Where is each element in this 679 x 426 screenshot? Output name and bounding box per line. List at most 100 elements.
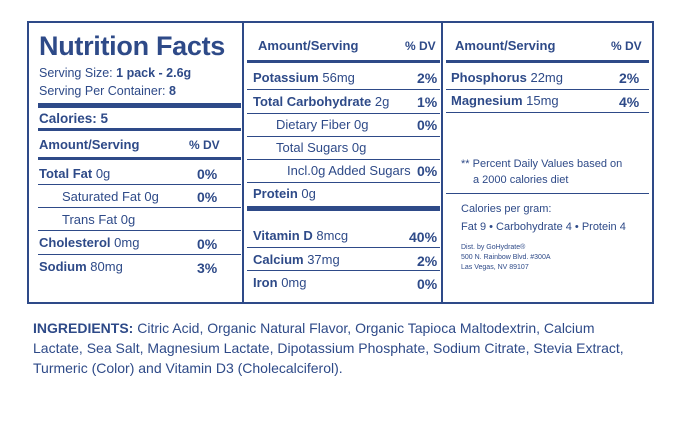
nutrient-name: Saturated Fat	[62, 189, 141, 204]
nutrient-amount: 0g	[144, 189, 159, 204]
nutrient-dv: 0%	[417, 117, 438, 133]
servings-per-container-value: 8	[168, 84, 176, 98]
nutrient-name: Total Sugars	[276, 140, 349, 155]
nutrient-amount: 22mg	[530, 70, 563, 85]
nutrient-dv: 1%	[417, 94, 438, 110]
nutrient-name: Trans Fat	[62, 212, 118, 227]
thick-rule	[38, 128, 241, 131]
nutrient-row-vitamin-d: Vitamin D 8mcg	[253, 228, 348, 244]
nutrient-amount: 0g	[354, 117, 369, 132]
nutrient-row-dietary-fiber: Dietary Fiber 0g	[276, 117, 369, 133]
nutrient-dv: 2%	[417, 70, 438, 86]
column-3: Amount/Serving % DV Phosphorus 22mg 2% M…	[443, 23, 652, 302]
footnote-line-1: ** Percent Daily Values based on	[461, 158, 623, 170]
nutrient-name: Magnesium	[451, 93, 523, 108]
nutrient-amount: 0g	[301, 186, 316, 201]
nutrient-name: Potassium	[253, 70, 319, 85]
thick-rule	[247, 206, 440, 211]
nutrient-dv: 0%	[197, 166, 218, 182]
col3-header-dv: % DV	[611, 39, 642, 53]
ingredients-label: INGREDIENTS:	[33, 320, 134, 336]
nutrient-row-magnesium: Magnesium 15mg	[451, 93, 559, 109]
column-divider	[441, 23, 443, 302]
calories-per-gram-values: Fat 9 • Carbohydrate 4 • Protein 4	[461, 221, 626, 233]
nutrient-row-trans-fat: Trans Fat 0g	[62, 212, 135, 228]
row-divider	[247, 182, 440, 183]
nutrient-name: Dietary Fiber	[276, 117, 351, 132]
footnote-line-2: a 2000 calories diet	[473, 174, 569, 186]
serving-size: Serving Size: 1 pack - 2.6g	[39, 65, 191, 81]
nutrient-name: Sodium	[39, 259, 87, 274]
nutrient-row-total-fat: Total Fat 0g	[39, 166, 110, 182]
nutrient-row-phosphorus: Phosphorus 22mg	[451, 70, 563, 86]
nutrient-amount: 0mg	[281, 275, 307, 290]
nutrient-dv: 0%	[197, 189, 218, 205]
nutrient-amount: 0g Added Sugars	[310, 163, 411, 178]
nutrient-name: Calcium	[253, 252, 304, 267]
calories-per-gram-label: Calories per gram:	[461, 203, 552, 215]
row-divider	[247, 113, 440, 114]
thick-rule	[247, 60, 440, 63]
row-divider	[247, 270, 440, 271]
col1-header-amount: Amount/Serving	[39, 137, 140, 152]
nutrient-dv: 4%	[619, 94, 640, 110]
row-divider	[446, 193, 649, 194]
panel-title: Nutrition Facts	[39, 31, 226, 61]
nutrient-amount: 0g	[95, 166, 111, 181]
nutrient-row-sodium: Sodium 80mg	[39, 259, 123, 275]
row-divider	[247, 247, 440, 248]
ingredients-block: INGREDIENTS: Citric Acid, Organic Natura…	[33, 318, 643, 378]
nutrient-row-added-sugars: Incl.0g Added Sugars	[287, 163, 411, 179]
row-divider	[38, 207, 241, 208]
nutrition-facts-panel: Nutrition Facts Serving Size: 1 pack - 2…	[27, 21, 654, 304]
nutrient-dv: 0%	[417, 163, 438, 179]
row-divider	[38, 184, 241, 185]
nutrient-dv: 2%	[417, 253, 438, 269]
nutrient-amount: 56mg	[322, 70, 355, 85]
nutrient-name: Phosphorus	[451, 70, 527, 85]
nutrient-row-calcium: Calcium 37mg	[253, 252, 340, 268]
column-2: Amount/Serving % DV Potassium 56mg 2% To…	[244, 23, 441, 302]
row-divider	[38, 254, 241, 255]
servings-per-container-label: Serving Per Container:	[39, 84, 166, 98]
thick-rule	[38, 157, 241, 160]
nutrient-name: Incl.	[287, 163, 311, 178]
distributor-line-1: Dist. by GoHydrate®	[461, 244, 526, 251]
row-divider	[38, 230, 241, 231]
col2-header-amount: Amount/Serving	[258, 38, 359, 53]
nutrient-dv: 0%	[417, 276, 438, 292]
nutrient-amount: 0g	[351, 140, 367, 155]
nutrient-row-cholesterol: Cholesterol 0mg	[39, 235, 139, 251]
servings-per-container: Serving Per Container: 8	[39, 83, 176, 99]
nutrient-amount: 2g	[374, 94, 390, 109]
nutrient-row-protein: Protein 0g	[253, 186, 316, 202]
col2-header-dv: % DV	[405, 39, 436, 53]
column-1: Nutrition Facts Serving Size: 1 pack - 2…	[29, 23, 242, 302]
row-divider	[247, 159, 440, 160]
row-divider	[446, 89, 649, 90]
nutrient-amount: 37mg	[307, 252, 340, 267]
ingredients-text: Citric Acid, Organic Natural Flavor, Org…	[33, 320, 624, 376]
thick-rule	[446, 60, 649, 63]
nutrient-name: Iron	[253, 275, 278, 290]
serving-size-label: Serving Size:	[39, 66, 113, 80]
nutrient-amount: 0mg	[114, 235, 140, 250]
nutrient-name: Total Carbohydrate	[253, 94, 372, 109]
nutrient-row-iron: Iron 0mg	[253, 275, 306, 291]
row-divider	[446, 112, 649, 113]
nutrient-amount: 8mcg	[316, 228, 349, 243]
nutrient-row-total-carbohydrate: Total Carbohydrate 2g	[253, 94, 389, 110]
column-divider	[242, 23, 244, 302]
distributor-line-3: Las Vegas, NV 89107	[461, 264, 529, 271]
serving-size-value: 1 pack - 2.6g	[116, 66, 192, 80]
nutrient-row-saturated-fat: Saturated Fat 0g	[62, 189, 159, 205]
nutrient-dv: 40%	[409, 229, 438, 245]
thick-rule	[38, 103, 241, 108]
row-divider	[247, 136, 440, 137]
nutrient-row-total-sugars: Total Sugars 0g	[276, 140, 366, 156]
nutrient-row-potassium: Potassium 56mg	[253, 70, 355, 86]
col1-header-dv: % DV	[189, 138, 220, 152]
nutrient-name: Cholesterol	[39, 235, 111, 250]
nutrient-name: Vitamin D	[253, 228, 313, 243]
row-divider	[247, 89, 440, 90]
